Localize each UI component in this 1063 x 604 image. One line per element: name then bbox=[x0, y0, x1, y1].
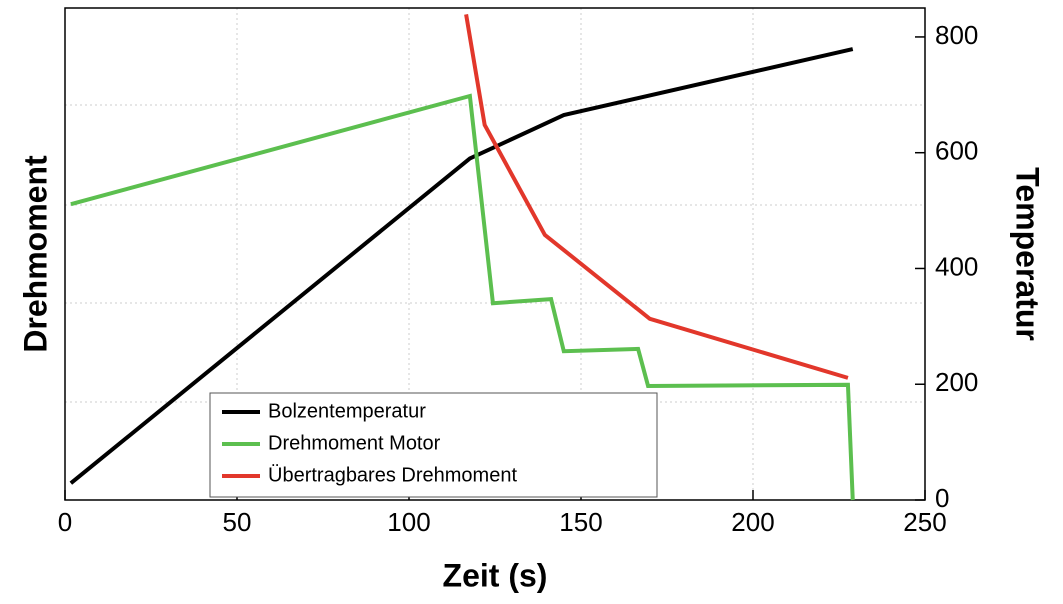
y2-tick-label: 200 bbox=[935, 367, 978, 397]
y2-tick-label: 0 bbox=[935, 483, 949, 513]
x-tick-label: 200 bbox=[731, 507, 774, 537]
series-line bbox=[70, 93, 855, 501]
legend-label: Übertragbares Drehmoment bbox=[268, 464, 517, 486]
x-axis-label: Zeit (s) bbox=[443, 557, 548, 593]
y2-tick-label: 600 bbox=[935, 136, 978, 166]
plot-frame bbox=[64, 7, 926, 501]
x-tick-label: 150 bbox=[559, 507, 602, 537]
x-tick-label: 100 bbox=[387, 507, 430, 537]
x-tick-label: 250 bbox=[903, 507, 946, 537]
y2-tick-label: 800 bbox=[935, 20, 978, 50]
legend: Bolzentemperatur Drehmoment Motor Übertrag… bbox=[209, 392, 658, 498]
legend-box bbox=[209, 392, 658, 498]
x-tick-label: 50 bbox=[223, 507, 252, 537]
series-line bbox=[69, 47, 854, 485]
x-tick-label: 0 bbox=[58, 507, 72, 537]
legend-label: Bolzentemperatur bbox=[268, 400, 426, 422]
legend-label: Drehmoment Motor bbox=[268, 432, 441, 454]
y-axis-label: Drehmoment bbox=[17, 155, 53, 353]
y2-tick-label: 400 bbox=[935, 251, 978, 281]
series-line bbox=[464, 14, 849, 380]
left-grid bbox=[65, 104, 925, 403]
y2-axis-label: Temperatur bbox=[1010, 167, 1046, 341]
